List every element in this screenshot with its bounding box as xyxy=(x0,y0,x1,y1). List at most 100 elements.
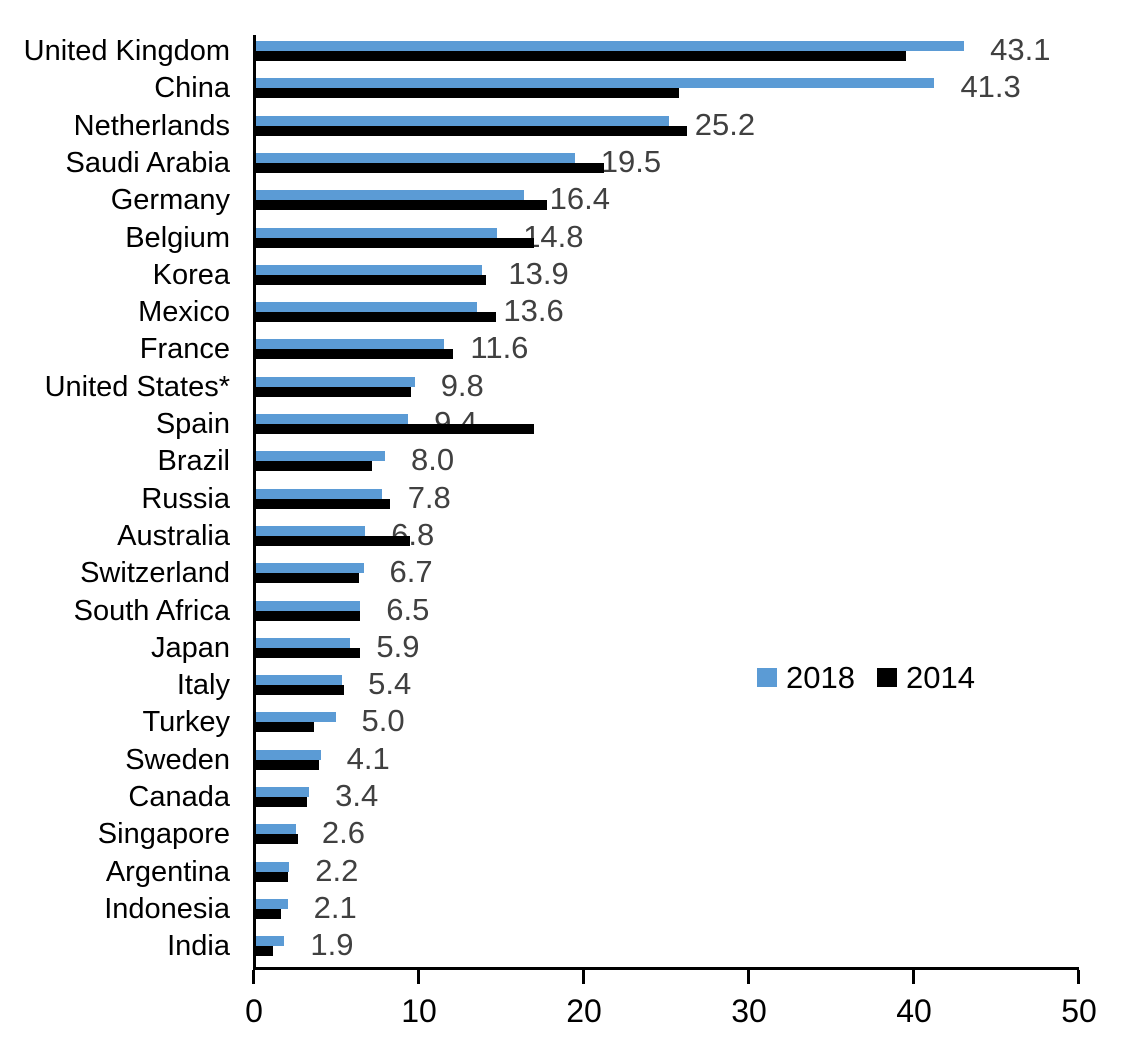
category-label: India xyxy=(167,930,230,963)
bar-2018 xyxy=(256,152,575,163)
category-label: China xyxy=(154,72,230,105)
legend-label-2014: 2014 xyxy=(906,660,975,695)
x-tick-label: 40 xyxy=(896,993,932,1029)
category-label: Italy xyxy=(176,669,230,702)
category-label: Australia xyxy=(117,519,230,552)
category-label: Switzerland xyxy=(80,557,230,590)
category-label: Spain xyxy=(155,408,230,440)
bar-2014 xyxy=(256,647,361,658)
bar-2018 xyxy=(256,637,351,648)
bar-2014 xyxy=(256,871,288,882)
category-label: Sweden xyxy=(125,743,230,776)
value-label: 4.1 xyxy=(346,740,390,776)
x-tick-mark xyxy=(252,970,255,984)
bar-2014 xyxy=(256,200,547,211)
bar-2018 xyxy=(256,264,483,275)
value-label: 14.8 xyxy=(523,218,584,254)
value-label: 13.6 xyxy=(503,293,564,329)
bar-2014 xyxy=(256,424,534,434)
value-label: 19.5 xyxy=(600,143,662,179)
bar-2014 xyxy=(256,946,273,957)
x-tick-mark xyxy=(582,970,585,984)
bar-2018 xyxy=(256,78,935,89)
category-label: United States* xyxy=(44,370,230,403)
bar-2018 xyxy=(256,861,290,872)
bar-2014 xyxy=(256,834,298,845)
bar-2014 xyxy=(256,573,359,584)
value-label: 6.5 xyxy=(386,591,430,627)
category-label: South Africa xyxy=(73,594,230,627)
bar-2018 xyxy=(256,787,310,797)
value-label: 3.4 xyxy=(335,778,379,813)
x-tick-label: 30 xyxy=(731,993,767,1029)
bar-2014 xyxy=(256,162,605,173)
category-label: France xyxy=(139,333,230,366)
bar-2018 xyxy=(256,302,478,313)
value-label: 43.1 xyxy=(990,32,1051,67)
legend-label-2018: 2018 xyxy=(786,660,855,695)
bar-2018 xyxy=(256,115,669,126)
bar-2014 xyxy=(256,237,534,248)
bar-2014 xyxy=(256,312,496,323)
value-label: 41.3 xyxy=(960,69,1021,105)
x-tick-label: 50 xyxy=(1061,993,1097,1029)
bar-2018 xyxy=(256,451,385,462)
value-label: 6.7 xyxy=(389,554,433,590)
category-label: United Kingdom xyxy=(23,35,230,67)
bar-2018 xyxy=(256,936,285,947)
legend-swatch-2014 xyxy=(877,668,897,687)
bar-2018 xyxy=(256,339,445,350)
bar-2018 xyxy=(256,376,415,387)
category-label: Brazil xyxy=(157,445,230,478)
category-label: Russia xyxy=(141,482,230,515)
legend-swatch-2018 xyxy=(757,668,777,687)
x-axis-line xyxy=(253,967,1079,970)
bar-2018 xyxy=(256,563,364,574)
value-label: 7.8 xyxy=(407,479,451,515)
category-label: Singapore xyxy=(97,818,230,851)
value-label: 13.9 xyxy=(508,255,569,291)
bar-2014 xyxy=(256,125,687,136)
bar-2018 xyxy=(256,600,361,611)
value-label: 1.9 xyxy=(310,927,354,963)
value-label: 9.8 xyxy=(440,367,484,403)
bar-2014 xyxy=(256,274,486,285)
bar-2014 xyxy=(256,535,410,546)
bar-2018 xyxy=(256,712,336,723)
value-label: 11.6 xyxy=(470,330,529,366)
bar-2014 xyxy=(256,88,679,99)
value-label: 2.6 xyxy=(321,815,365,851)
bar-2014 xyxy=(256,722,315,733)
x-tick-label: 10 xyxy=(401,993,437,1029)
category-label: Indonesia xyxy=(104,892,230,925)
x-tick-label: 20 xyxy=(566,993,602,1029)
bar-2014 xyxy=(256,797,308,807)
category-label: Germany xyxy=(110,184,230,217)
category-label: Belgium xyxy=(125,221,230,254)
value-label: 16.4 xyxy=(549,181,610,217)
value-label: 5.9 xyxy=(376,628,420,664)
bar-2014 xyxy=(256,908,282,919)
bar-2014 xyxy=(256,386,412,397)
value-label: 5.4 xyxy=(368,666,412,702)
bar-2018 xyxy=(256,749,321,760)
bar-2018 xyxy=(256,41,965,51)
x-tick-label: 0 xyxy=(245,993,263,1029)
x-tick-mark xyxy=(912,970,915,984)
x-tick-mark xyxy=(1077,970,1080,984)
category-label: Saudi Arabia xyxy=(65,146,230,179)
x-tick-mark xyxy=(417,970,420,984)
category-label: Argentina xyxy=(105,855,230,888)
category-label: Turkey xyxy=(142,706,230,739)
bar-2018 xyxy=(256,190,524,201)
bar-2014 xyxy=(256,498,390,509)
y-axis-line xyxy=(253,35,256,970)
bar-2018 xyxy=(256,824,296,835)
legend-item-2018: 2018 xyxy=(757,662,855,693)
value-label: 8.0 xyxy=(411,442,455,478)
value-label: 6.8 xyxy=(391,516,435,552)
category-label: Mexico xyxy=(138,296,230,329)
category-label: Netherlands xyxy=(73,109,230,142)
bar-2014 xyxy=(256,610,361,621)
